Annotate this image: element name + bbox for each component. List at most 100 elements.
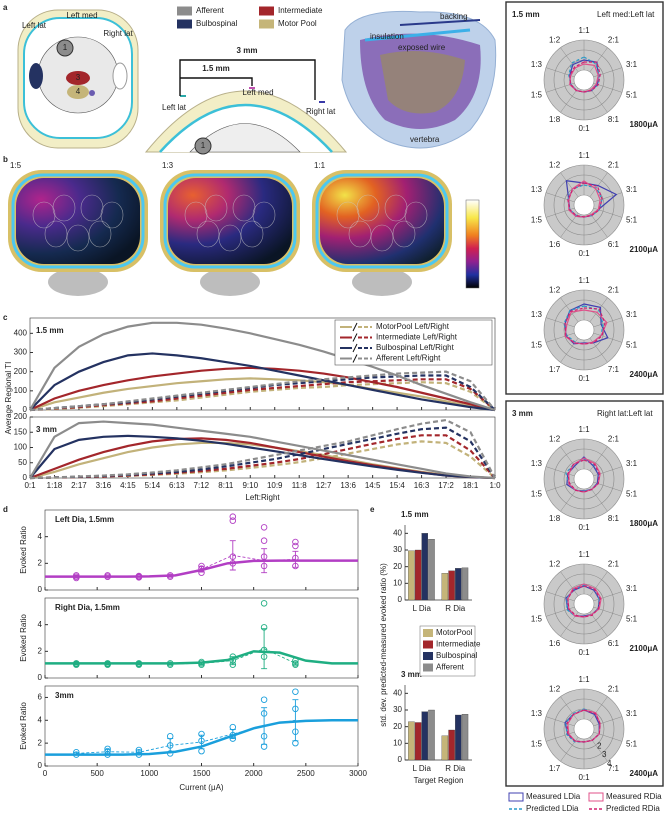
bar [448, 570, 455, 601]
region-number: 3 [76, 73, 81, 82]
bar [428, 709, 435, 761]
y-tick-label: 100 [14, 443, 28, 452]
x-tick-label: 5:14 [145, 481, 161, 490]
y-axis-label: Evoked Ratio [19, 526, 28, 574]
radar-spoke [560, 87, 579, 113]
ratio-label: 1:1 [314, 161, 326, 170]
vertebra-outline [352, 268, 412, 296]
afferent-region [56, 39, 74, 57]
y-tick-label: 200 [14, 412, 28, 421]
legend-label: Predicted RDia [606, 804, 660, 813]
spoke-label: 3:1 [626, 459, 638, 468]
radar-trace [567, 182, 603, 218]
spoke-label: 1:6 [549, 240, 561, 249]
group-subtitle: Right lat:Left lat [597, 409, 653, 418]
grey-model [380, 51, 465, 114]
legend-box-symbol [588, 792, 604, 802]
x-tick-label: 6:13 [169, 481, 185, 490]
radar-spoke [593, 731, 623, 742]
panel-title: 1.5 mm [36, 326, 64, 335]
x-tick-label: 1000 [140, 769, 158, 778]
radar-center [574, 70, 594, 90]
error-bar [261, 628, 268, 670]
y-tick-label: 0 [23, 405, 28, 414]
white-region [112, 62, 128, 90]
spoke-label: 1:3 [531, 709, 543, 718]
radar-spoke [545, 731, 575, 742]
panel-title: 3 mm [36, 425, 57, 434]
spoke-label: 2:1 [608, 35, 620, 44]
radar-spoke [593, 591, 623, 602]
radar-spoke [589, 172, 608, 198]
x-tick-label: 15:4 [389, 481, 405, 490]
r-tick-label: 2 [597, 742, 602, 751]
panel-letter: c [3, 313, 8, 322]
y-tick-label: 2 [38, 646, 43, 655]
spoke-label: 8:1 [608, 115, 620, 124]
group-title: 1.5 mm [512, 10, 540, 19]
legend-swatch [177, 6, 192, 16]
radar-spoke [560, 571, 579, 597]
spoke-label: 1:2 [549, 684, 561, 693]
x-tick-label: 7:12 [194, 481, 210, 490]
legend-label: Bulbospinal Left/Right [376, 343, 455, 352]
y-tick-label: 20 [393, 562, 402, 571]
bar [408, 550, 415, 601]
y-tick-label: 2 [38, 738, 43, 747]
radar-spoke [560, 486, 579, 512]
y-tick-label: 4 [38, 532, 43, 541]
bar [441, 735, 449, 761]
bar [421, 533, 428, 601]
spoke-label: 1:7 [549, 764, 561, 773]
spoke-label: 2:1 [608, 160, 620, 169]
spoke-label: 5:1 [626, 739, 638, 748]
region-outline [66, 224, 90, 252]
plot-frame [29, 317, 496, 411]
x-tick-label: 18:1 [463, 481, 479, 490]
radar-spoke [593, 716, 623, 727]
radar-spoke [589, 446, 608, 472]
spoke-label: 0:1 [578, 648, 590, 657]
spoke-label: 1:3 [531, 185, 543, 194]
spacing-bracket [180, 77, 253, 86]
spoke-label: 1:7 [549, 365, 561, 374]
y-tick-label: 4 [38, 620, 43, 629]
y-tick-label: 4 [38, 715, 43, 724]
legend-swatch [177, 19, 192, 29]
spoke-label: 1:5 [531, 614, 543, 623]
legend-label: Predicted LDia [526, 804, 579, 813]
field-map [320, 178, 444, 264]
y-tick-label: 20 [393, 722, 402, 731]
spoke-label: 1:2 [549, 160, 561, 169]
y-axis-label: Average Regional TI [4, 362, 13, 435]
x-tick-label: 0:1 [24, 481, 36, 490]
current-label: 2100μA [630, 644, 659, 653]
legend-label: Afferent Left/Right [376, 354, 441, 363]
legend-label: Motor Pool [278, 19, 317, 28]
spoke-label: 1:3 [531, 584, 543, 593]
x-tick-label: 4:15 [120, 481, 136, 490]
spoke-label: 5:1 [626, 489, 638, 498]
bar [455, 568, 462, 601]
radar-spoke [589, 611, 608, 637]
right-line [29, 378, 496, 412]
panel-letter: e [370, 505, 375, 514]
data-point [292, 538, 299, 546]
bar [414, 549, 422, 601]
spoke-label: 1:3 [531, 310, 543, 319]
x-axis-label: Target Region [414, 776, 464, 785]
x-tick-label: 10:9 [267, 481, 283, 490]
spoke-label: 2:1 [608, 285, 620, 294]
x-tick-label: 11:8 [292, 481, 308, 490]
region-outline [196, 220, 220, 248]
model-label: backing [440, 12, 468, 21]
legend-label: MotorPool [436, 628, 473, 637]
radar-spoke [560, 172, 579, 198]
spoke-label: 1:5 [531, 215, 543, 224]
error-bar [229, 540, 236, 571]
panel-letter: d [3, 505, 8, 514]
legend-label: Intermediate Left/Right [376, 333, 458, 342]
r-tick-label: 3 [602, 750, 607, 759]
region-outline [252, 201, 276, 229]
y-tick-label: 30 [393, 705, 402, 714]
